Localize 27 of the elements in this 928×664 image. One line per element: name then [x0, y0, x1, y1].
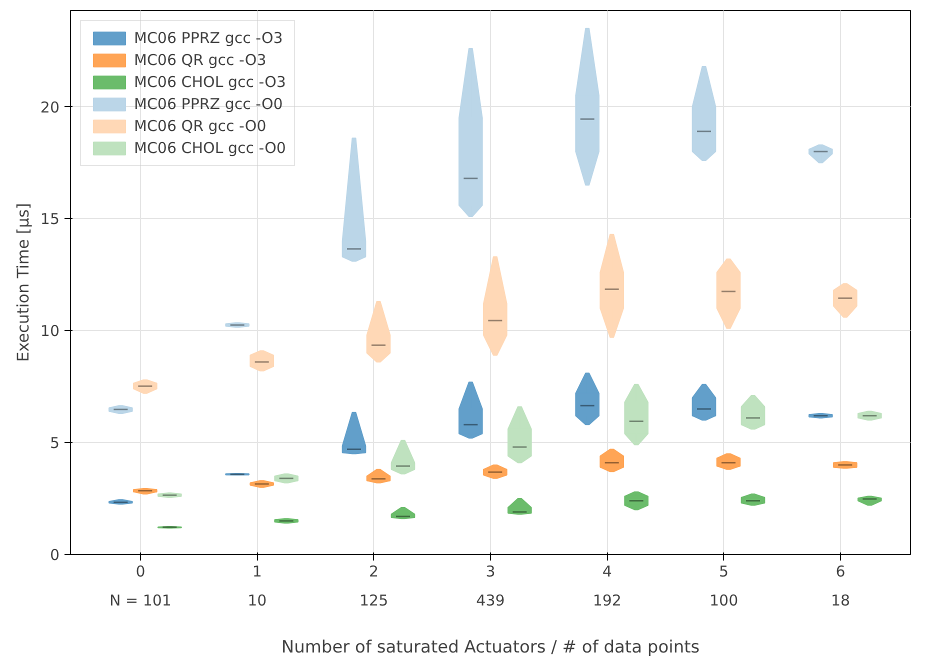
y-axis-title: Execution Time [µs]: [13, 203, 32, 362]
x-tick-label: 0: [136, 562, 146, 580]
text: 439: [476, 592, 505, 610]
text: N = 101: [110, 592, 172, 610]
x-tick-label: 3: [486, 562, 496, 580]
y-tick-label: 5: [50, 434, 60, 452]
legend-label: MC06 PPRZ gcc -O0: [134, 95, 283, 113]
legend-label: MC06 QR gcc -O3: [134, 51, 266, 69]
x-tick-label: 1: [252, 562, 262, 580]
x-tick-label: 4: [602, 562, 612, 580]
text: 18: [830, 592, 850, 610]
legend-label: MC06 CHOL gcc -O0: [134, 139, 286, 157]
y-tick-label: 0: [50, 546, 60, 564]
y-tick-label: 15: [40, 210, 60, 228]
x-tick-label: 5: [719, 562, 729, 580]
text: 100: [710, 592, 738, 610]
legend-label: MC06 QR gcc -O0: [134, 117, 266, 135]
x-tick-label: 6: [836, 562, 846, 580]
x-tick-label: 2: [369, 562, 379, 580]
y-tick-label: 20: [40, 98, 60, 116]
text: 10: [248, 592, 267, 610]
text: 125: [360, 592, 388, 610]
legend-label: MC06 PPRZ gcc -O3: [134, 29, 283, 47]
y-tick-label: 10: [40, 322, 60, 340]
x-axis-title: Number of saturated Actuators / # of data points: [281, 638, 700, 658]
text: 192: [592, 592, 622, 610]
legend-label: MC06 CHOL gcc -O3: [134, 73, 286, 91]
